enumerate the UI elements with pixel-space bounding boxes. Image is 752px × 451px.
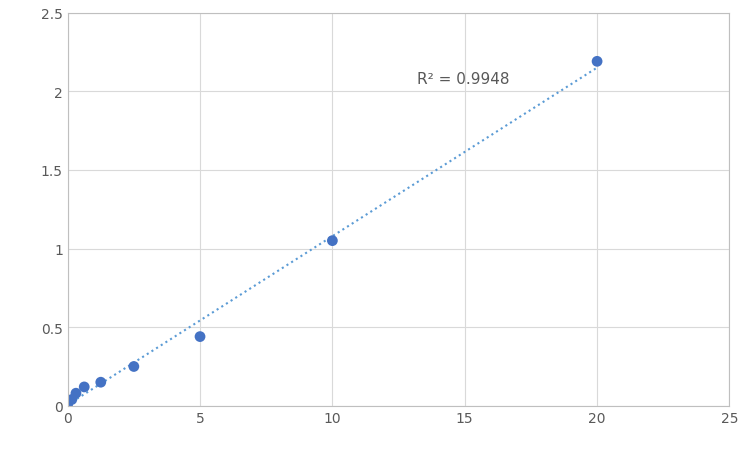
Point <box>62 401 74 408</box>
Point <box>65 396 77 403</box>
Point <box>194 333 206 341</box>
Point <box>591 59 603 66</box>
Point <box>95 379 107 386</box>
Point <box>78 383 90 391</box>
Point <box>70 390 82 397</box>
Text: R² = 0.9948: R² = 0.9948 <box>417 72 510 87</box>
Point <box>128 363 140 370</box>
Point <box>326 238 338 245</box>
